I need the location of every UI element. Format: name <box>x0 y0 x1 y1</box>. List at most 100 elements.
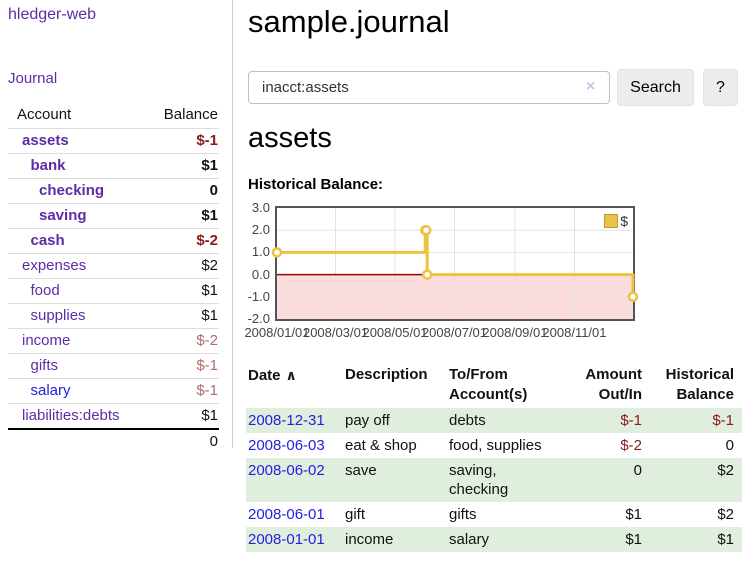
balance-chart: 3.0 2.0 1.0 0.0 -1.0 -2.0 $ 2008/01/01 2008/03… <box>240 200 660 346</box>
transaction-date-link[interactable]: 2008-06-03 <box>248 437 325 454</box>
account-balance: $-1 <box>143 378 219 404</box>
y-axis-tick-label: 2.0 <box>251 222 270 238</box>
transaction-description: income <box>345 531 394 548</box>
account-link[interactable]: bank <box>30 157 66 174</box>
transaction-description: pay off <box>345 412 390 429</box>
accounts-header-balance: Balance <box>143 101 219 129</box>
transaction-row: 2008-12-31 pay off debts $-1 $-1 <box>246 408 742 433</box>
account-link[interactable]: food <box>30 282 60 299</box>
accounts-total-balance: 0 <box>143 428 219 454</box>
account-link[interactable]: income <box>22 332 71 349</box>
account-row: liabilities:debts $1 <box>8 403 219 430</box>
transaction-balance: $2 <box>717 506 734 523</box>
transaction-balance: $1 <box>717 531 734 548</box>
account-link[interactable]: gifts <box>30 357 59 374</box>
transaction-balance: $-1 <box>712 412 734 429</box>
chart-legend: $ <box>604 213 628 229</box>
sidebar-divider <box>232 0 233 448</box>
x-axis-tick-label: 2008/09/01 <box>482 325 548 340</box>
account-balance: $-1 <box>143 128 219 154</box>
account-balance: $1 <box>143 303 219 329</box>
register-header-accounts: To/From Account(s) <box>449 366 528 403</box>
account-balance: $1 <box>143 203 219 229</box>
account-balance: 0 <box>143 178 219 204</box>
sidebar-item-journal[interactable]: Journal <box>8 70 58 87</box>
account-row: gifts $-1 <box>8 353 219 379</box>
account-row: assets $-1 <box>8 128 219 154</box>
transaction-balance: $2 <box>717 462 734 479</box>
account-balance: $2 <box>143 253 219 279</box>
transaction-accounts: salary <box>449 531 490 548</box>
account-row: income $-2 <box>8 328 219 354</box>
transaction-accounts: gifts <box>449 506 477 523</box>
account-link[interactable]: cash <box>30 232 65 249</box>
account-balance: $1 <box>143 403 219 430</box>
account-row: salary $-1 <box>8 378 219 404</box>
account-row: cash $-2 <box>8 228 219 254</box>
legend-swatch-icon <box>604 214 619 228</box>
transaction-row: 2008-06-02 save saving, checking 0 $2 <box>246 458 742 502</box>
account-row: expenses $2 <box>8 253 219 279</box>
accounts-header-row: Account Balance <box>8 101 219 129</box>
transaction-row: 2008-06-01 gift gifts $1 $2 <box>246 502 742 527</box>
account-link[interactable]: saving <box>39 207 87 224</box>
x-axis-tick-label: 2008/05/01 <box>362 325 428 340</box>
legend-label: $ <box>620 213 628 229</box>
transaction-description: gift <box>345 506 366 523</box>
transaction-accounts: saving, checking <box>449 462 509 498</box>
account-link[interactable]: salary <box>30 382 71 399</box>
transaction-row: 2008-06-03 eat & shop food, supplies $-2 0 <box>246 433 742 458</box>
app-title-link[interactable]: hledger-web <box>8 6 97 23</box>
account-balance: $1 <box>143 153 219 179</box>
account-link[interactable]: supplies <box>30 307 86 324</box>
transaction-date-link[interactable]: 2008-12-31 <box>248 412 325 429</box>
x-axis-tick-label: 2008/07/01 <box>421 325 488 340</box>
chart-title: Historical Balance: <box>248 176 384 193</box>
transaction-amount: $1 <box>625 531 642 548</box>
sort-ascending-icon: ∧ <box>285 367 297 383</box>
x-axis-tick-label: 2008/01/01 <box>244 325 310 340</box>
register-table: Date ∧ Description To/From Account(s) Amo… <box>246 362 742 552</box>
account-row: supplies $1 <box>8 303 219 329</box>
transaction-amount: $-2 <box>620 437 642 454</box>
chart-plot-area[interactable]: $ <box>271 206 639 321</box>
x-axis-tick-label: 2008/11/01 <box>542 325 607 340</box>
transaction-date-link[interactable]: 2008-06-02 <box>248 462 325 479</box>
register-header-row: Date ∧ Description To/From Account(s) Amo… <box>246 362 742 408</box>
register-header-amount: Amount Out/In <box>585 366 642 403</box>
help-button[interactable]: ? <box>703 69 738 106</box>
transaction-amount: 0 <box>633 462 642 479</box>
transaction-accounts: food, supplies <box>449 437 542 454</box>
transaction-date-link[interactable]: 2008-01-01 <box>248 531 325 548</box>
transaction-amount: $1 <box>625 506 642 523</box>
register-header-balance: Historical Balance <box>665 366 734 403</box>
transaction-description: save <box>345 462 377 479</box>
y-axis-tick-label: -1.0 <box>247 288 270 304</box>
register-header-date[interactable]: Date ∧ <box>248 367 297 384</box>
account-row: checking 0 <box>8 178 219 204</box>
clear-search-icon[interactable]: × <box>586 78 596 95</box>
transaction-accounts: debts <box>449 412 486 429</box>
search-input[interactable] <box>248 71 610 104</box>
page-title: sample.journal <box>248 4 450 39</box>
account-link[interactable]: expenses <box>22 257 87 274</box>
account-link[interactable]: checking <box>39 182 105 199</box>
transaction-date-link[interactable]: 2008-06-01 <box>248 506 325 523</box>
y-axis-tick-label: 3.0 <box>251 200 270 215</box>
account-row: bank $1 <box>8 153 219 179</box>
register-header-description: Description <box>345 366 428 383</box>
account-balance: $-1 <box>143 353 219 379</box>
transaction-balance: 0 <box>725 437 734 454</box>
account-balance: $1 <box>143 278 219 304</box>
account-row: saving $1 <box>8 203 219 229</box>
transaction-description: eat & shop <box>345 437 417 454</box>
account-balance: $-2 <box>143 228 219 254</box>
search-button[interactable]: Search <box>617 69 694 106</box>
account-link[interactable]: assets <box>22 132 69 149</box>
x-axis-tick-label: 2008/03/01 <box>302 325 369 340</box>
transaction-row: 2008-01-01 income salary $1 $1 <box>246 527 742 552</box>
accounts-total-row: 0 <box>8 428 219 454</box>
account-link[interactable]: liabilities:debts <box>22 407 120 424</box>
accounts-header-account: Account <box>8 101 143 129</box>
